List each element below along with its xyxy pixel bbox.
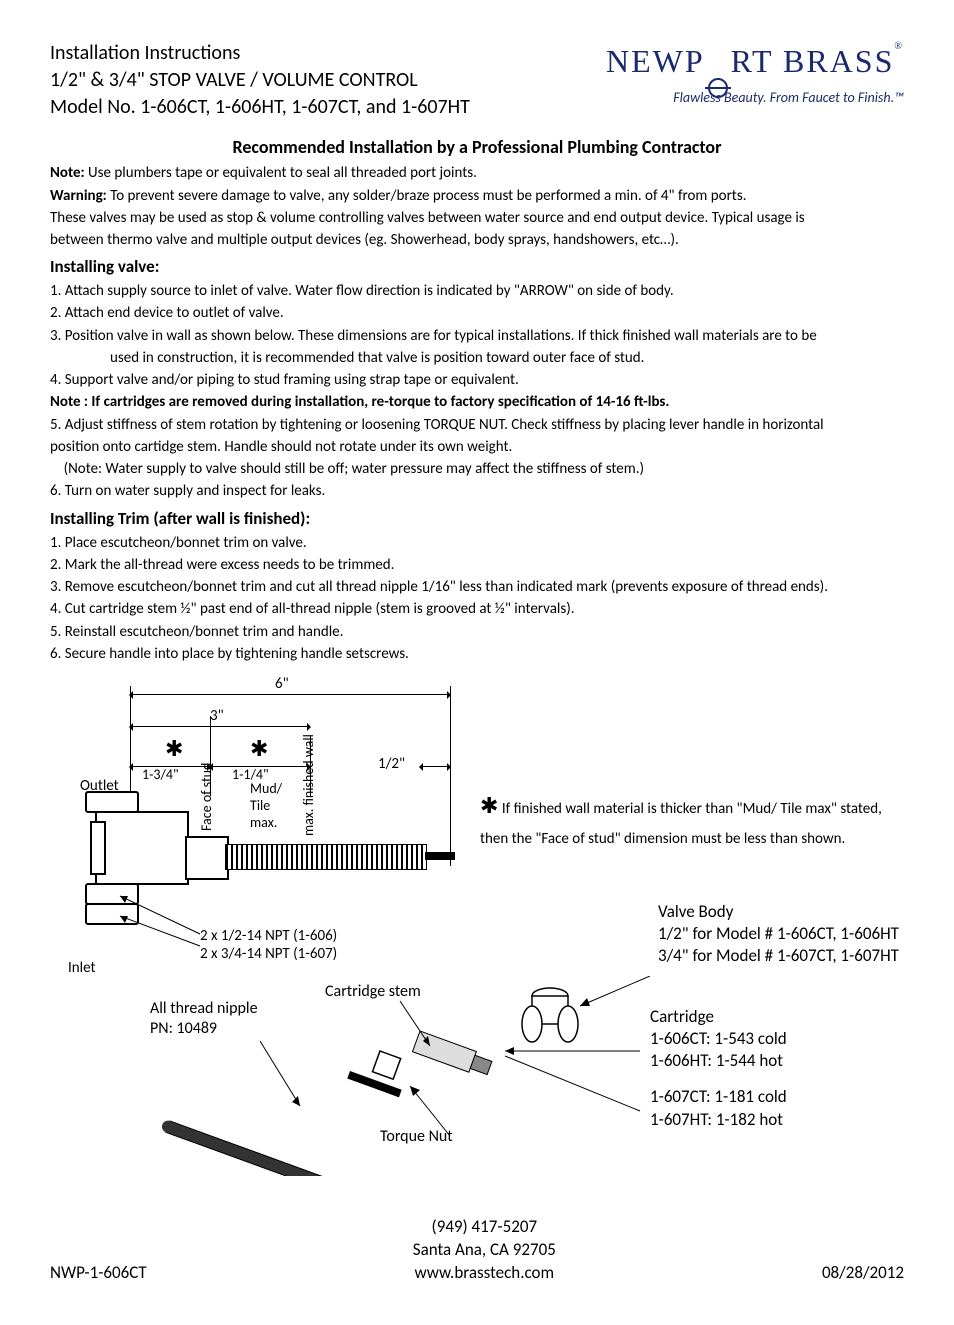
footer-url: www.brasstech.com [413, 1262, 556, 1285]
all-thread-icon [225, 844, 427, 870]
inlet-label: Inlet [68, 958, 96, 978]
cartridge-606ct: 1-606CT: 1-543 cold [650, 1028, 787, 1050]
warning-text: To prevent severe damage to valve, any s… [107, 187, 747, 205]
asterisk-icon: ✱ [250, 734, 268, 764]
note-label: Note: [50, 164, 85, 182]
brand-block: NEWP RT BRASS® Flawless Beauty. From Fauc… [606, 40, 904, 108]
tick [450, 686, 451, 866]
dim-line-6 [130, 694, 450, 695]
footer-phone: (949) 417-5207 [413, 1216, 556, 1239]
title-line-3: Model No. 1-606CT, 1-606HT, 1-607CT, and… [50, 94, 470, 121]
footer-city: Santa Ana, CA 92705 [413, 1239, 556, 1262]
brand-reg: ® [894, 41, 904, 52]
nut-icon [185, 836, 229, 880]
mud-tile-max-label: Mud/ Tile max. [250, 781, 282, 831]
iv-step-4: 4. Support valve and/or piping to stud f… [50, 370, 904, 390]
warning-label: Warning: [50, 187, 107, 205]
installing-valve-heading: Installing valve: [50, 256, 904, 279]
npt-label-2: 2 x 3/4-14 NPT (1-607) [200, 944, 337, 964]
cartridge-block: Cartridge 1-606CT: 1-543 cold 1-606HT: 1… [650, 1006, 787, 1130]
dim-134-label: 1-3/4" [142, 766, 179, 785]
stem-tip-icon [425, 852, 455, 860]
valve-body-line-1: 1/2" for Model # 1-606CT, 1-606HT [658, 923, 899, 945]
star-note-line-2: then the "Face of stud" dimension must b… [480, 829, 882, 849]
iv-step-6: 6. Turn on water supply and inspect for … [50, 481, 904, 501]
dim-12-label: 1/2" [378, 754, 405, 774]
it-step-4: 4. Cut cartridge stem ½" past end of all… [50, 599, 904, 619]
valve-body-heading: Valve Body [658, 901, 899, 923]
footer-left: NWP-1-606CT [50, 1262, 147, 1285]
cartridge-607ct: 1-607CT: 1-181 cold [650, 1086, 787, 1108]
brand-logo: NEWP RT BRASS® [606, 40, 904, 83]
recommended-heading: Recommended Installation by a Profession… [50, 135, 904, 159]
iv-step-1: 1. Attach supply source to inlet of valv… [50, 281, 904, 301]
face-of-stud-label: Face of stud [198, 741, 217, 831]
dim-line-12 [420, 766, 450, 767]
iv-step-5a: 5. Adjust stiffness of stem rotation by … [50, 415, 904, 435]
dim-6-label: 6" [275, 674, 289, 694]
title-line-2: 1/2" & 3/4" STOP VALVE / VOLUME CONTROL [50, 67, 470, 94]
title-line-1: Installation Instructions [50, 40, 470, 67]
it-step-3: 3. Remove escutcheon/bonnet trim and cut… [50, 577, 904, 597]
star-note-line-1: If finished wall material is thicker tha… [498, 800, 881, 818]
note-line: Note: Use plumbers tape or equivalent to… [50, 163, 904, 183]
iv-step-5c: (Note: Water supply to valve should stil… [50, 459, 904, 479]
installing-trim-heading: Installing Trim (after wall is finished)… [50, 508, 904, 531]
max-finished-wall-label: max. finished wall [300, 726, 319, 836]
usage-line-1: These valves may be used as stop & volum… [50, 208, 904, 228]
iv-step-5b: position onto cartidge stem. Handle shou… [50, 437, 904, 457]
cartridge-heading: Cartridge [650, 1006, 787, 1028]
warning-line: Warning: To prevent severe damage to val… [50, 186, 904, 206]
tick [130, 686, 131, 796]
flange-icon [90, 821, 106, 875]
cartridge-606ht: 1-606HT: 1-544 hot [650, 1050, 787, 1072]
star-note: ✱ If finished wall material is thicker t… [480, 791, 882, 849]
footer-right: 08/28/2012 [822, 1262, 904, 1285]
it-step-1: 1. Place escutcheon/bonnet trim on valve… [50, 533, 904, 553]
it-step-5: 5. Reinstall escutcheon/bonnet trim and … [50, 622, 904, 642]
it-step-6: 6. Secure handle into place by tightenin… [50, 644, 904, 664]
asterisk-icon: ✱ [480, 793, 498, 818]
brand-pre: NEWP [606, 43, 705, 79]
brand-tagline: Flawless Beauty. From Faucet to Finish.™ [606, 89, 904, 108]
iv-note: Note : If cartridges are removed during … [50, 392, 904, 412]
valve-body-block: Valve Body 1/2" for Model # 1-606CT, 1-6… [658, 901, 899, 967]
callout-arrow-icon [110, 876, 210, 956]
usage-line-2: between thermo valve and multiple output… [50, 230, 904, 250]
brand-post: RT BRASS [731, 43, 895, 79]
footer: NWP-1-606CT (949) 417-5207 Santa Ana, CA… [50, 1216, 904, 1285]
valve-body-line-2: 3/4" for Model # 1-607CT, 1-607HT [658, 945, 899, 967]
cartridge-607ht: 1-607HT: 1-182 hot [650, 1109, 787, 1131]
iv-step-3a: 3. Position valve in wall as shown below… [50, 326, 904, 346]
diagram: 6" 3" ✱ ✱ 1-3/4" 1-1/4" 1/2" Outlet Face… [50, 676, 904, 1216]
valve-body-icon [95, 811, 189, 885]
it-step-2: 2. Mark the all-thread were excess needs… [50, 555, 904, 575]
doc-title: Installation Instructions 1/2" & 3/4" ST… [50, 40, 470, 121]
footer-center: (949) 417-5207 Santa Ana, CA 92705 www.b… [413, 1216, 556, 1285]
iv-step-2: 2. Attach end device to outlet of valve. [50, 303, 904, 323]
note-text: Use plumbers tape or equivalent to seal … [85, 164, 477, 182]
dim-3-label: 3" [210, 706, 224, 726]
asterisk-icon: ✱ [165, 734, 183, 764]
outlet-port-icon [85, 791, 139, 813]
iv-step-3b: used in construction, it is recommended … [110, 348, 904, 368]
torque-nut-label: Torque Nut [380, 1126, 453, 1148]
